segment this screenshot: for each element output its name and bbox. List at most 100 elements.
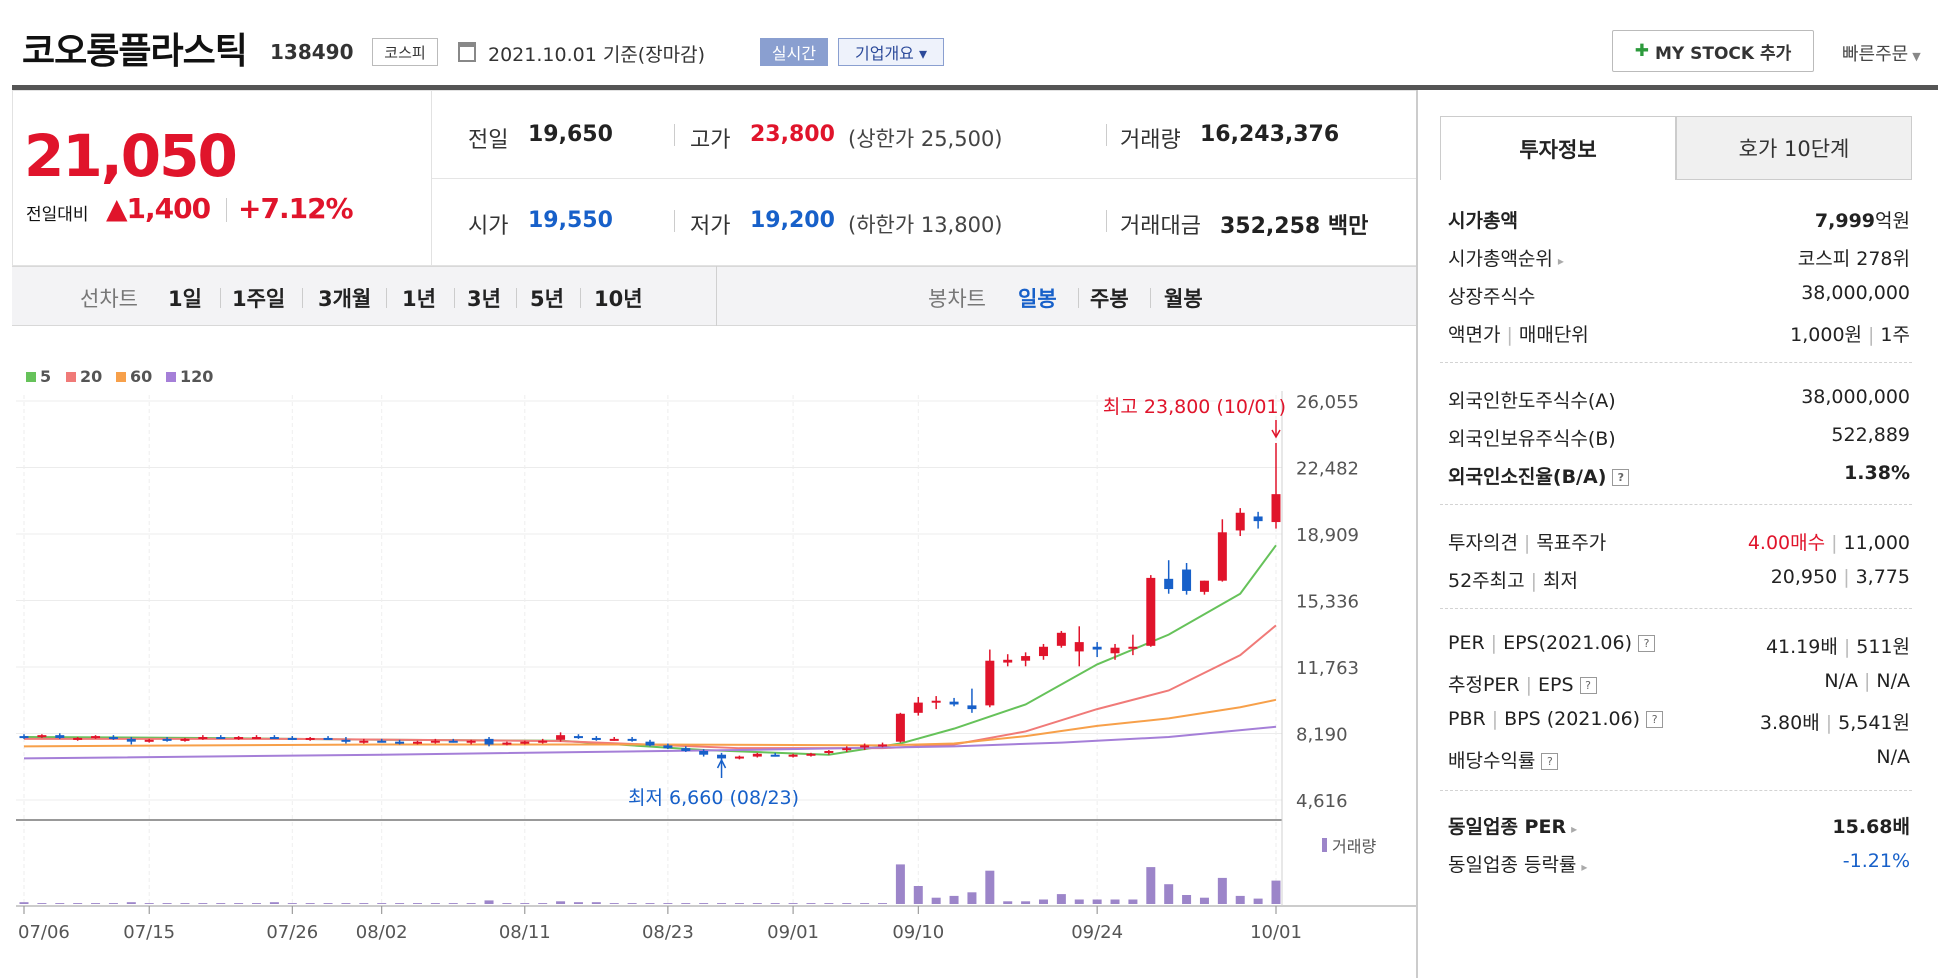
candle-body [1253, 516, 1263, 522]
volume-bar [913, 886, 923, 904]
sector-per-label: 동일업종 PER [1448, 816, 1567, 838]
volume-bar [359, 903, 369, 904]
candle-body [1056, 632, 1066, 646]
pbr-label: PBR [1448, 708, 1486, 730]
candle-monthly[interactable]: 월봉 [1164, 287, 1203, 311]
volume-bar [717, 903, 727, 904]
legend-label: 20 [80, 367, 102, 386]
prev-close-value: 19,650 [528, 122, 613, 147]
par-label: 액면가 [1448, 324, 1501, 346]
est-eps-label: EPS [1538, 674, 1574, 696]
volume-bar [538, 903, 548, 904]
tab-investment-info[interactable]: 투자정보 [1440, 116, 1676, 180]
candle-body [734, 756, 744, 759]
period-3m[interactable]: 3개월 [318, 287, 372, 311]
divider [580, 288, 581, 308]
eps-value: 511원 [1856, 636, 1910, 658]
help-icon[interactable]: ? [1612, 469, 1630, 486]
candle-body [895, 713, 905, 742]
base-date: 2021.10.01 기준(장마감) [488, 44, 706, 66]
candle-body [1110, 647, 1120, 654]
section-divider [1440, 362, 1912, 363]
foreign-ratio-value: 1.38% [1844, 462, 1910, 484]
volume-bar [252, 903, 262, 904]
candle-body [1164, 578, 1174, 590]
cap-rank-row[interactable]: 시가총액순위 ▸ [1448, 244, 1564, 271]
foreign-ratio-row: 외국인소진율(B/A)? [1448, 462, 1630, 489]
add-mystock-button[interactable]: ✚ MY STOCK 추가 [1612, 30, 1814, 72]
dividend-value: N/A [1876, 746, 1910, 768]
candle-body [323, 737, 333, 740]
panel-divider [1416, 90, 1418, 978]
divider [386, 288, 387, 308]
change-value: ▲1,400 [106, 192, 211, 225]
candle-body [788, 754, 798, 757]
candle-daily[interactable]: 일봉 [1018, 287, 1057, 311]
target-value: 11,000 [1843, 532, 1910, 554]
x-tick-label: 10/01 [1250, 922, 1302, 943]
candle-body [91, 736, 101, 739]
period-5y[interactable]: 5년 [530, 287, 564, 311]
per-label: PER [1448, 632, 1485, 654]
volume-bar [180, 903, 190, 904]
candle-body [1128, 646, 1138, 649]
change-percent: +7.12% [238, 192, 354, 225]
candle-body [466, 740, 476, 743]
candle-body [645, 741, 655, 746]
tab-order-book[interactable]: 호가 10단계 [1676, 116, 1912, 180]
company-overview-dropdown[interactable]: 기업개요 ▾ [838, 38, 944, 66]
opinion-label: 투자의견 [1448, 532, 1518, 554]
candle-body [448, 740, 458, 743]
period-1y[interactable]: 1년 [402, 287, 436, 311]
help-icon[interactable]: ? [1638, 635, 1655, 652]
sector-per-row[interactable]: 동일업종 PER ▸ [1448, 812, 1577, 839]
candle-weekly[interactable]: 주봉 [1090, 287, 1129, 311]
volume-bar [91, 903, 101, 904]
volume-bar [1056, 894, 1066, 904]
candle-body [1182, 569, 1192, 591]
candle-body [234, 737, 244, 740]
low-label: 저가 [690, 214, 731, 239]
candle-body [681, 748, 691, 751]
realtime-button[interactable]: 실시간 [760, 38, 828, 66]
divider [1150, 288, 1151, 308]
x-tick-label: 08/02 [356, 922, 408, 943]
candle-body [359, 740, 369, 743]
volume-bar [895, 864, 905, 904]
candle-body [1003, 659, 1013, 663]
pbr-bps-value: 3.80배 | 5,541원 [1759, 712, 1910, 734]
cap-rank-label: 시가총액순위 [1448, 248, 1553, 270]
dividend-label-row: 배당수익률? [1448, 746, 1559, 773]
period-10y[interactable]: 10년 [594, 287, 643, 311]
quick-order-menu[interactable]: 빠른주문 ▼ [1842, 40, 1921, 66]
candle-body [287, 737, 297, 740]
candle-body [1021, 656, 1031, 661]
sector-rate-row[interactable]: 동일업종 등락률 ▸ [1448, 850, 1587, 877]
volume-bar [842, 903, 852, 904]
help-icon[interactable]: ? [1646, 711, 1664, 728]
period-1w[interactable]: 1주일 [232, 287, 286, 311]
ma-line-60 [23, 698, 1277, 748]
shares-label: 상장주식수 [1448, 286, 1536, 308]
ma-line-20 [24, 624, 1277, 750]
candle-body [126, 738, 136, 742]
period-3y[interactable]: 3년 [467, 287, 501, 311]
candle-body [1146, 577, 1156, 646]
y-tick-label: 4,616 [1296, 791, 1348, 812]
candle-chart-label: 봉차트 [928, 287, 986, 311]
legend-label: 60 [130, 367, 152, 386]
help-icon[interactable]: ? [1541, 753, 1559, 770]
divider [454, 288, 455, 308]
candle-body [591, 737, 601, 740]
volume-bar [967, 892, 977, 904]
stock-code: 138490 [270, 40, 354, 64]
period-1d[interactable]: 1일 [168, 287, 202, 311]
volume-bar [448, 903, 458, 904]
foreign-ratio-label: 외국인소진율(B/A) [1448, 466, 1607, 488]
help-icon[interactable]: ? [1579, 677, 1597, 694]
candle-body [1038, 646, 1048, 657]
calendar-icon [458, 42, 476, 62]
candle-body [520, 741, 530, 744]
pbr-value: 3.80배 [1759, 712, 1820, 734]
volume-bar [1146, 867, 1156, 904]
